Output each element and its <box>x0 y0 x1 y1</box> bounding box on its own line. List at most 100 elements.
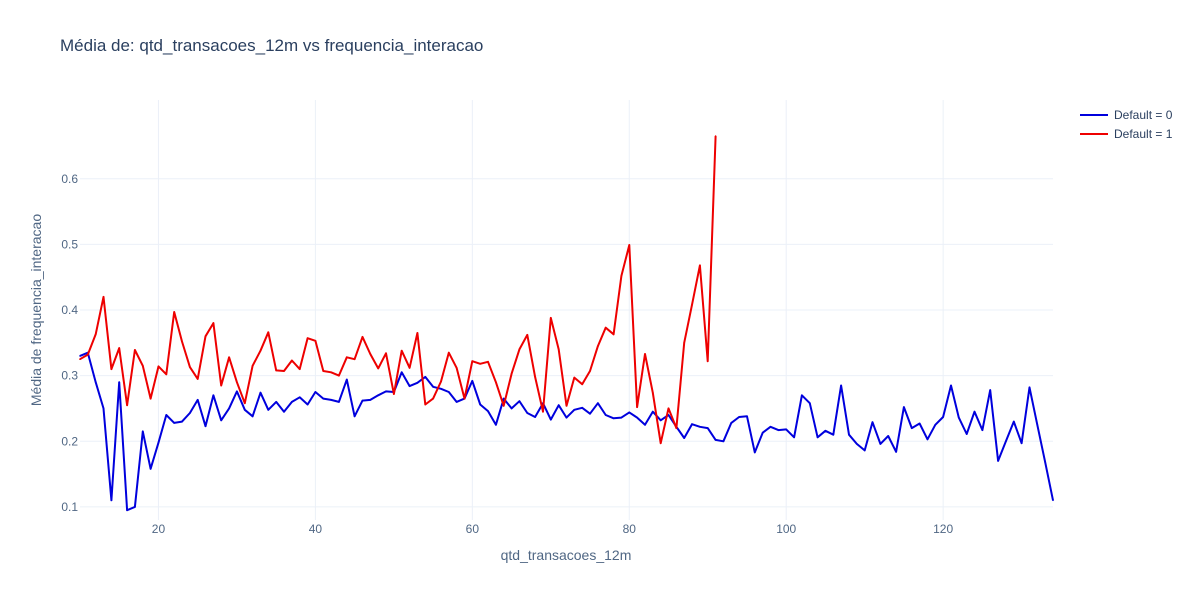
legend-label: Default = 1 <box>1114 127 1173 141</box>
data-point <box>691 304 693 306</box>
x-tick-label: 20 <box>152 522 166 536</box>
data-point <box>126 509 128 512</box>
data-point <box>408 367 411 369</box>
data-point <box>565 405 568 407</box>
data-point <box>550 317 552 319</box>
data-point <box>683 437 685 439</box>
data-point <box>118 381 120 384</box>
data-point <box>79 355 81 357</box>
x-tick-label: 120 <box>933 522 953 536</box>
y-tick-label: 0.6 <box>61 172 78 186</box>
data-point <box>502 405 505 407</box>
legend-item-0[interactable]: Default = 0 <box>1080 108 1173 122</box>
data-point <box>330 399 332 401</box>
gridlines <box>80 100 1053 520</box>
data-point <box>706 427 709 429</box>
data-point <box>612 333 615 336</box>
data-point <box>291 359 293 362</box>
data-point <box>895 451 897 453</box>
data-point <box>903 406 905 408</box>
data-point <box>361 399 364 402</box>
data-point <box>871 421 874 424</box>
data-point <box>275 401 278 403</box>
data-point <box>699 264 701 267</box>
x-tick-label: 100 <box>776 522 796 536</box>
data-point <box>385 390 387 393</box>
data-point <box>94 333 97 336</box>
data-point <box>620 275 623 277</box>
data-point <box>369 399 372 401</box>
data-point <box>181 340 183 343</box>
data-point <box>714 135 717 137</box>
y-tick-label: 0.3 <box>61 369 78 383</box>
data-point <box>432 386 434 388</box>
data-point <box>94 381 97 384</box>
legend[interactable]: Default = 0 Default = 1 <box>1080 108 1173 141</box>
data-point <box>911 427 913 429</box>
data-point <box>275 369 278 372</box>
data-point <box>604 326 607 329</box>
data-point <box>196 399 199 401</box>
data-point <box>652 391 654 394</box>
data-point <box>353 415 356 418</box>
data-point <box>597 402 599 405</box>
data-point <box>612 417 615 420</box>
chart-title: Média de: qtd_transacoes_12m vs frequenc… <box>60 36 483 55</box>
data-point <box>338 401 340 403</box>
data-point <box>550 418 552 421</box>
data-point <box>463 397 466 400</box>
legend-item-1[interactable]: Default = 1 <box>1080 127 1173 141</box>
data-point <box>79 358 81 361</box>
data-point <box>455 367 458 369</box>
data-point <box>487 361 489 363</box>
data-point <box>793 436 795 439</box>
data-point <box>251 415 254 418</box>
data-point <box>714 439 717 441</box>
data-point <box>918 422 921 425</box>
data-point <box>479 403 482 406</box>
data-point <box>416 332 419 334</box>
data-point <box>950 384 952 387</box>
data-point <box>306 403 309 406</box>
data-point <box>644 353 646 355</box>
data-point <box>322 397 325 400</box>
data-point <box>142 430 144 433</box>
data-point <box>346 356 348 359</box>
data-point <box>942 416 944 418</box>
data-point <box>856 443 858 445</box>
data-point <box>573 409 576 411</box>
y-tick-label: 0.4 <box>61 303 78 317</box>
data-point <box>479 363 482 365</box>
y-tick-label: 0.2 <box>61 434 78 448</box>
data-point <box>220 384 222 387</box>
data-point <box>965 433 968 435</box>
data-point <box>306 337 309 340</box>
data-point <box>526 334 529 336</box>
data-point <box>196 378 199 380</box>
data-point <box>448 351 450 354</box>
data-point <box>314 340 317 342</box>
data-point <box>377 367 380 370</box>
data-point <box>157 365 160 368</box>
data-point <box>887 435 889 437</box>
data-point <box>126 404 128 407</box>
data-point <box>565 416 568 419</box>
data-point <box>228 407 230 410</box>
data-point <box>393 393 395 395</box>
data-point <box>1028 386 1031 389</box>
data-point <box>212 322 215 324</box>
data-point <box>863 449 866 452</box>
data-point <box>157 441 160 444</box>
data-point <box>142 365 144 367</box>
tick-labels: 20 40 60 80 100 120 0.1 0.2 0.3 0.4 0.5 0.6 <box>61 172 953 536</box>
data-point <box>134 506 136 508</box>
data-point <box>824 430 827 432</box>
data-point <box>369 353 372 355</box>
data-point <box>573 376 576 379</box>
data-point <box>934 424 937 426</box>
data-point <box>659 419 662 422</box>
data-point <box>1020 442 1023 445</box>
data-point <box>385 352 387 355</box>
data-point <box>165 414 168 416</box>
